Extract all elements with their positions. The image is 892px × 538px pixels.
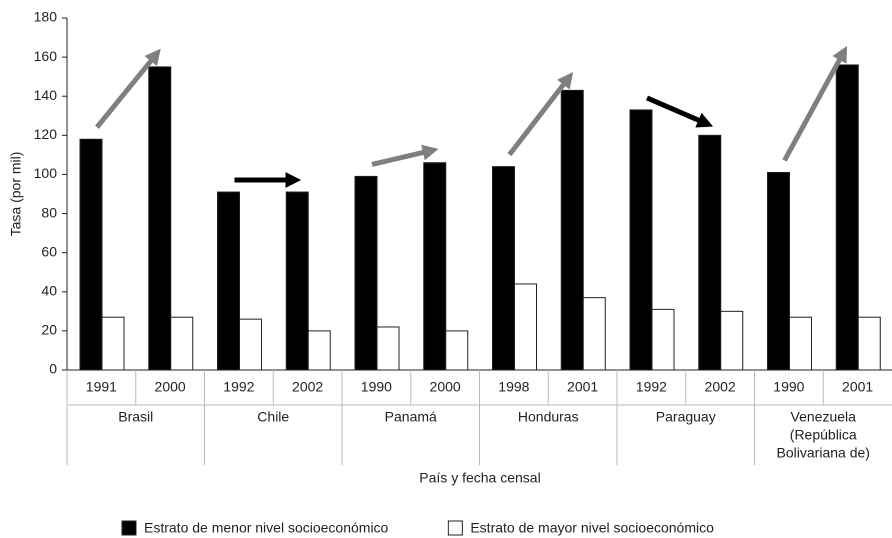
bar [767,171,790,371]
legend-swatch [121,520,137,536]
bar [354,175,378,371]
bar [239,318,262,371]
y-tick-label: 80 [41,204,57,220]
trend-arrow [95,48,161,129]
y-tick-label: 160 [34,48,58,64]
bar [789,316,812,371]
x-tick-label: 1990 [773,379,804,395]
x-tick-label: 1990 [361,379,392,395]
bar [560,89,584,371]
y-tick-label: 60 [41,243,57,259]
x-tick-label: 2000 [155,379,186,395]
x-tick-label: 2002 [705,379,736,395]
group-label: Honduras [518,409,579,425]
x-tick-label: 1992 [636,379,667,395]
group-label: Chile [257,409,289,425]
group-label: Venezuela [791,409,857,425]
x-tick-label: 2001 [567,379,598,395]
bar [445,330,469,371]
trend-arrow [646,95,714,128]
x-tick-label: 1992 [223,379,254,395]
bar [835,64,859,371]
y-tick-label: 140 [34,87,58,103]
bar [148,66,172,371]
group-label: Paraguay [656,409,716,425]
trend-arrow [371,144,439,167]
x-tick-label: 2001 [842,379,873,395]
bar [582,297,606,371]
group-label: Brasil [118,409,153,425]
bar [514,283,537,371]
y-tick-label: 20 [41,322,57,338]
bar [698,134,722,371]
bar [101,316,125,371]
bar [376,326,400,371]
trend-arrow [782,45,848,162]
y-tick-label: 180 [34,9,58,25]
x-axis-title: País y fecha censal [419,470,540,486]
bar [720,310,744,371]
y-tick-label: 120 [34,126,58,142]
legend-label: Estrato de mayor nivel socioeconómico [470,520,714,536]
trend-arrow [507,72,574,157]
x-tick-label: 1991 [86,379,117,395]
x-tick-label: 2000 [430,379,461,395]
y-tick-label: 40 [41,282,57,298]
bar [307,330,331,371]
y-tick-label: 100 [34,165,58,181]
x-tick-label: 2002 [292,379,323,395]
legend-swatch [447,520,463,536]
legend-label: Estrato de menor nivel socioeconómico [144,520,389,536]
bar [629,109,653,371]
group-label: (República [790,427,857,443]
bar [285,191,309,371]
x-tick-label: 1998 [498,379,529,395]
bar [492,166,515,371]
y-tick-label: 0 [49,361,57,377]
group-label: Panamá [385,409,437,425]
bar [79,138,103,371]
bar [857,316,881,371]
bar [217,191,240,371]
bar [423,162,447,371]
bar [651,308,675,371]
group-label: Bolivariana de) [777,445,870,461]
y-axis-title: Tasa (por mil) [8,152,24,237]
bar [170,316,194,371]
